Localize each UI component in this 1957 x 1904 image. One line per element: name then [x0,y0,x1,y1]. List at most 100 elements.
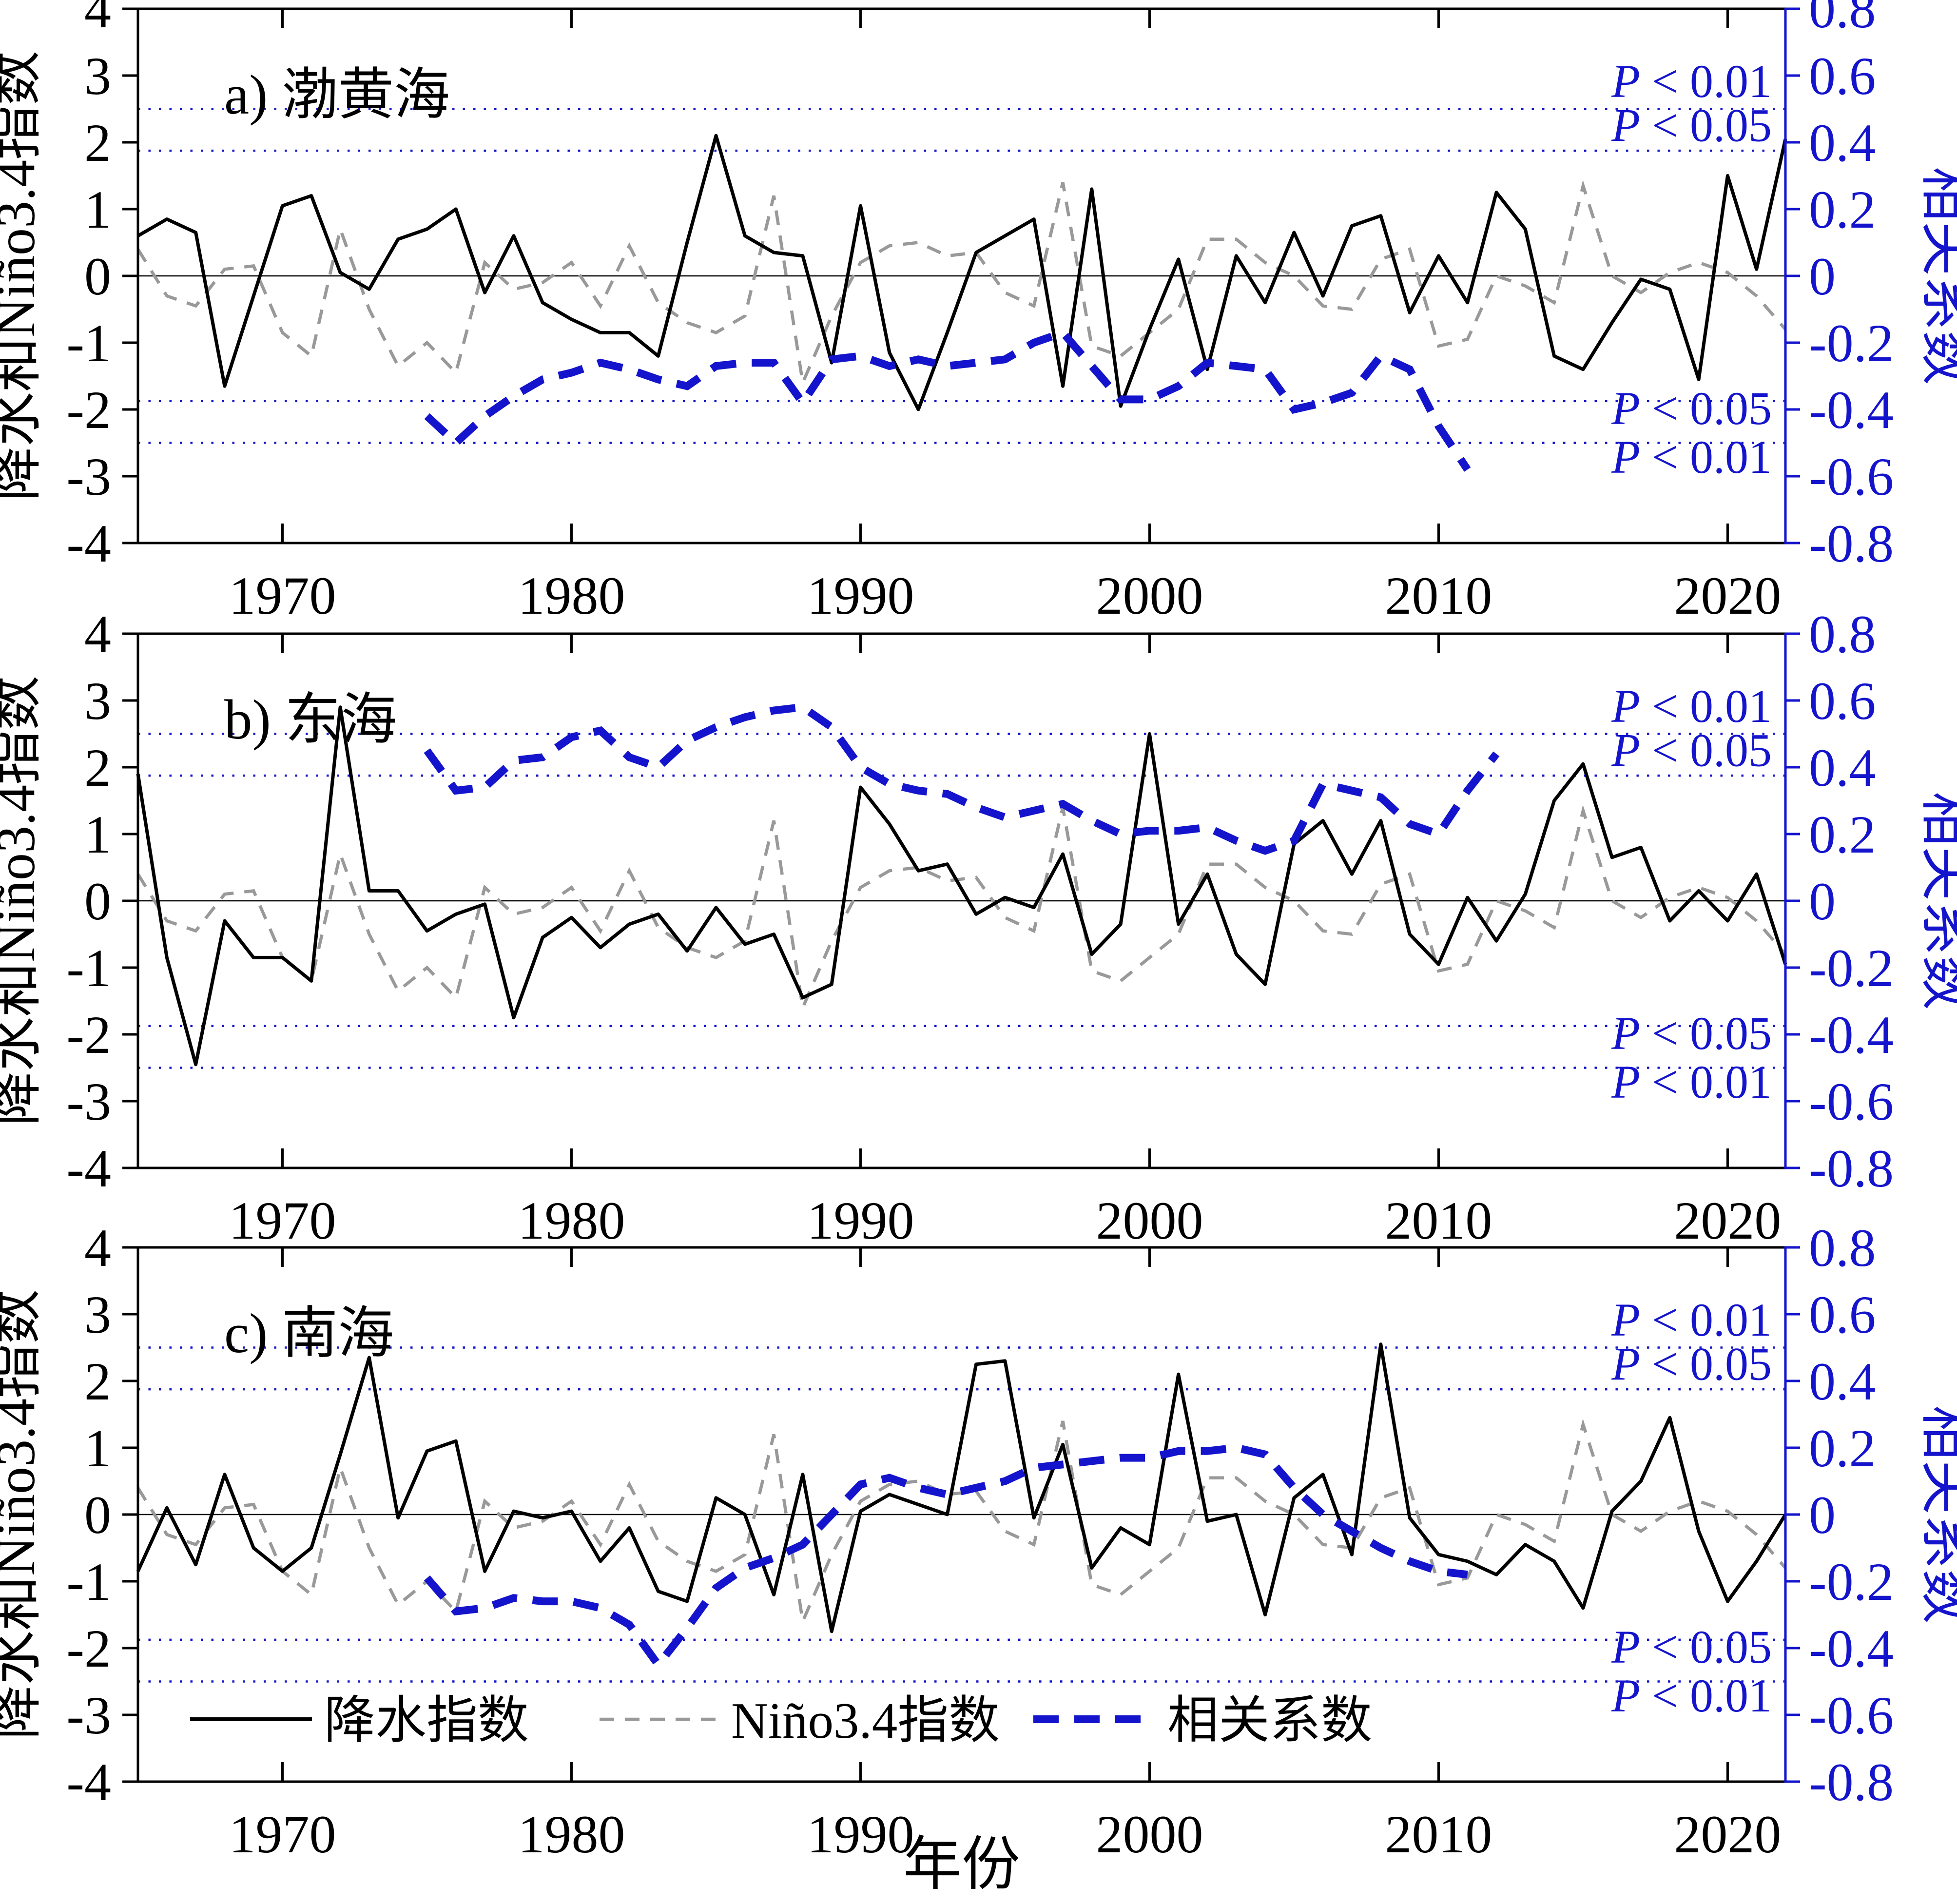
x-axis-label: 年份 [903,1832,1020,1897]
precip-line [137,134,1787,411]
left-tick-label: -4 [66,1752,111,1812]
left-tick-label: -3 [66,447,111,506]
x-tick-label: 1970 [229,566,336,625]
p-threshold: < 0.05 [1640,99,1772,151]
right-tick-label: -0.2 [1809,313,1894,373]
right-tick-label: 0 [1809,247,1836,306]
right-tick-label: -0.6 [1809,1072,1894,1131]
left-tick-label: 4 [84,0,111,39]
p-symbol: P [1611,724,1640,776]
p-label-top-005: P < 0.05 [1611,724,1772,776]
right-tick-label: 0.2 [1809,805,1876,864]
p-label-bottom-005: P < 0.05 [1611,1621,1772,1673]
p-symbol: P [1611,55,1640,107]
legend: 降水指数 Niño3.4指数 相关系数 [190,1692,1372,1749]
right-tick-label: 0.4 [1809,738,1876,797]
p-label-top-001: P < 0.01 [1611,1294,1772,1346]
correlation-line [424,328,1471,472]
left-tick-label: 0 [84,1485,111,1545]
nino34-line [136,805,1787,1013]
right-axis-label: 相关系数 [1916,167,1957,385]
p-symbol: P [1611,1007,1640,1059]
panel-a-title: a) 渤黄海 [224,64,450,126]
panel-b: 1970 1980 1990 2000 2010 2020 4 3 2 1 0 -1 -2 -3 -4 0.8… [0,604,1957,1250]
legend-label-corr: 相关系数 [1167,1692,1372,1749]
x-tick-label: 2020 [1674,1191,1781,1250]
p-label-bottom-001: P < 0.01 [1611,431,1772,483]
right-tick-label: -0.6 [1809,1686,1894,1745]
right-tick-label: 0.4 [1809,1352,1876,1411]
right-tick-label: -0.8 [1809,1752,1894,1812]
x-tick-label: 1980 [518,566,625,625]
p-symbol: P [1611,1338,1640,1390]
left-tick-label: 2 [84,113,111,173]
right-tick-label: 0.8 [1809,604,1876,664]
p-threshold: < 0.05 [1640,1338,1772,1390]
panel-a: 1970 1980 1990 2000 2010 2020 4 3 2 1 0 -1 -2 -3 -4 0.8… [0,0,1957,625]
left-tick-label: -2 [66,380,111,440]
x-tick-label: 1990 [807,566,914,625]
left-tick-label: -2 [66,1005,111,1065]
p-symbol: P [1611,1294,1640,1346]
left-tick-label: 1 [84,805,111,864]
right-tick-label: -0.8 [1809,514,1894,573]
nino34-line [136,180,1787,389]
p-label-top-005: P < 0.05 [1611,1338,1772,1390]
panel-b-title: b) 东海 [224,689,397,751]
left-tick-label: -4 [66,1139,111,1198]
p-symbol: P [1611,1056,1640,1108]
p-symbol: P [1611,680,1640,732]
right-axis-label: 相关系数 [1916,792,1957,1010]
x-tick-label: 1980 [518,1805,625,1864]
precip-line [136,1342,1787,1633]
p-label-top-001: P < 0.01 [1611,55,1772,107]
left-tick-label: 4 [84,1218,111,1278]
left-tick-label: 1 [84,180,111,239]
x-tick-label: 1980 [518,1191,625,1250]
legend-label-precip: 降水指数 [324,1692,529,1749]
x-tick-label: 2020 [1674,566,1781,625]
left-tick-label: 2 [84,1352,111,1411]
p-label-bottom-001: P < 0.01 [1611,1670,1772,1722]
right-tick-label: 0.2 [1809,1418,1876,1478]
right-tick-label: 0.4 [1809,113,1876,173]
panel-c-title: c) 南海 [224,1302,394,1364]
p-threshold: < 0.01 [1640,1056,1772,1108]
p-symbol: P [1611,382,1640,434]
right-tick-label: 0.6 [1809,1285,1876,1344]
right-tick-label: 0.2 [1809,180,1876,239]
x-tick-label: 2010 [1385,1805,1492,1864]
left-tick-label: 3 [84,46,111,106]
p-threshold: < 0.01 [1640,1670,1772,1722]
x-tick-label: 1990 [807,1191,914,1250]
left-tick-label: -2 [66,1619,111,1678]
p-label-bottom-005: P < 0.05 [1611,1007,1772,1059]
p-threshold: < 0.05 [1640,1621,1772,1673]
p-threshold: < 0.01 [1640,431,1772,483]
left-tick-label: 0 [84,872,111,931]
p-label-bottom-005: P < 0.05 [1611,382,1772,434]
p-symbol: P [1611,1621,1640,1673]
left-tick-label: -1 [66,313,111,373]
p-label-top-005: P < 0.05 [1611,99,1772,151]
right-tick-label: -0.2 [1809,938,1894,998]
right-tick-label: -0.6 [1809,447,1894,506]
x-tick-label: 1970 [229,1805,336,1864]
right-tick-label: 0.8 [1809,1218,1876,1278]
right-tick-label: -0.4 [1809,380,1894,440]
p-symbol: P [1611,1670,1640,1722]
left-axis-label: 降水和Niño3.4指数 [0,1289,46,1740]
right-axis-label: 相关系数 [1916,1405,1957,1624]
x-tick-label: 2020 [1674,1805,1781,1864]
p-label-bottom-001: P < 0.01 [1611,1056,1772,1108]
left-axis-label: 降水和Niño3.4指数 [0,51,46,501]
right-tick-label: 0 [1809,1485,1836,1545]
right-tick-label: -0.2 [1809,1552,1894,1612]
left-tick-label: -4 [66,514,111,573]
right-tick-label: -0.8 [1809,1139,1894,1198]
p-threshold: < 0.01 [1640,1294,1772,1346]
right-tick-label: -0.4 [1809,1005,1894,1065]
